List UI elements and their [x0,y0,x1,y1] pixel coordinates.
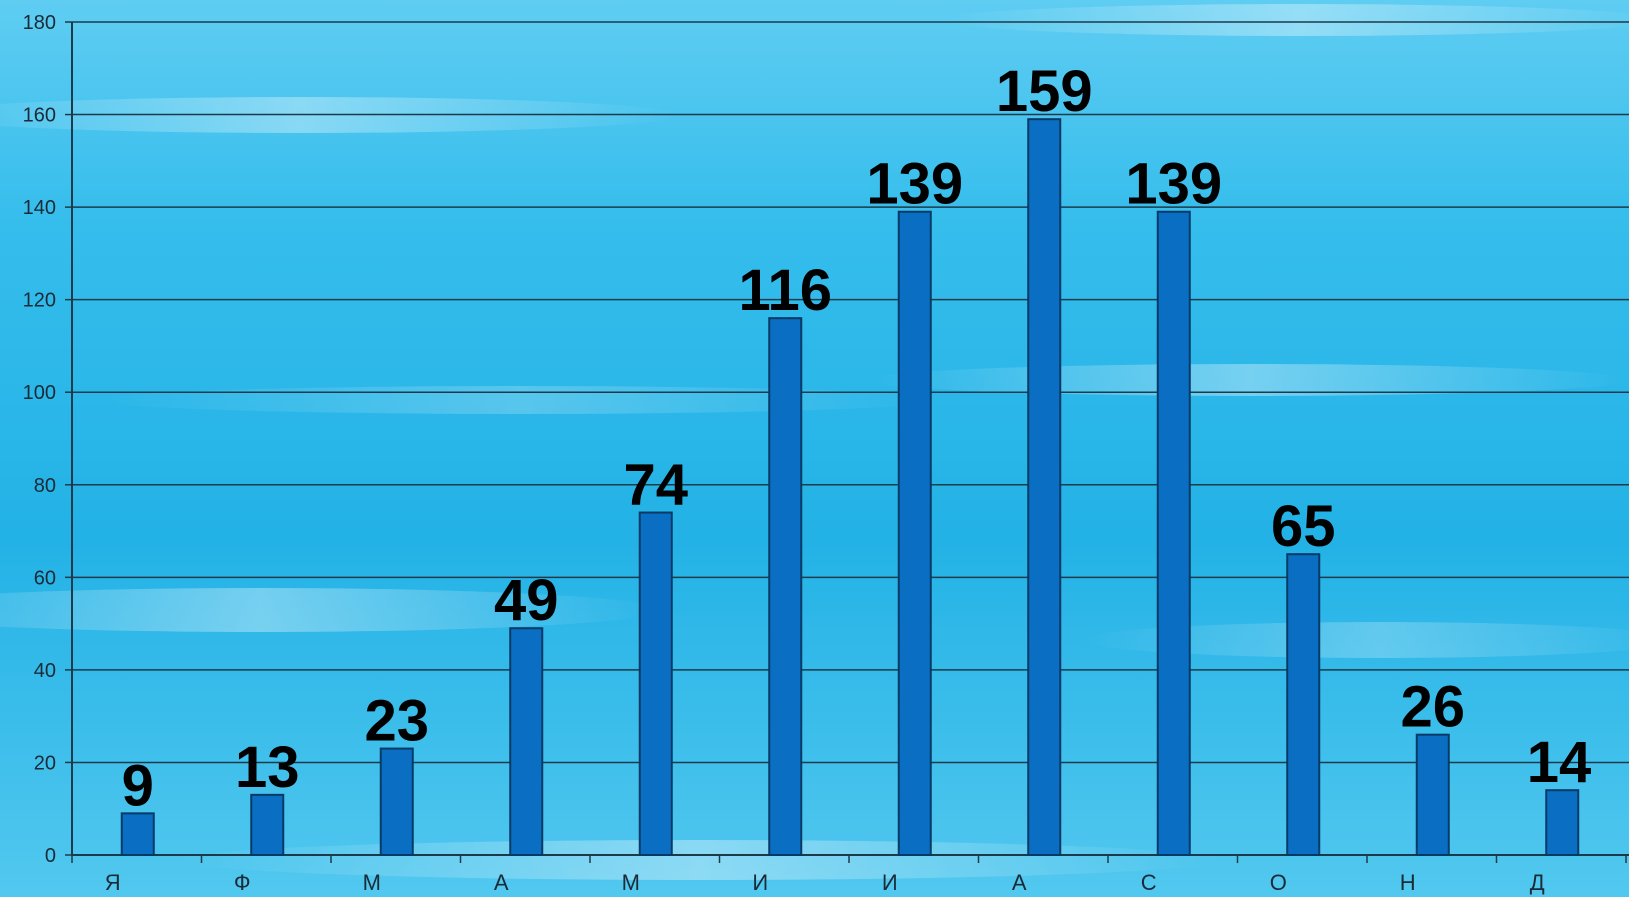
data-label: 74 [623,453,688,518]
background-streaks [0,4,1629,880]
y-tick-label: 100 [23,382,56,404]
y-tick-label: 180 [23,12,56,34]
bar [768,317,803,856]
x-category-label: Д [1530,870,1545,895]
y-tick-label: 40 [34,660,56,682]
y-tick-label: 60 [34,567,56,589]
data-label: 14 [1527,730,1592,795]
x-category-label: И [752,870,768,895]
data-label: 23 [364,689,429,754]
data-label: 159 [996,59,1093,124]
y-tick-label: 140 [23,197,56,219]
x-category-label: Я [105,870,121,895]
bar [897,210,932,856]
data-label: 65 [1271,494,1336,559]
x-category-label: Н [1400,870,1416,895]
data-label: 26 [1400,675,1465,740]
bar [1286,553,1321,856]
x-category-label: А [494,870,509,895]
bar [1545,789,1580,857]
data-label: 9 [122,753,154,818]
bar [250,793,285,856]
data-label: 13 [235,735,300,800]
bar [638,511,673,856]
data-label: 139 [1125,152,1222,217]
y-tick-label: 20 [34,752,56,774]
bar [1156,210,1191,856]
data-label: 116 [738,258,832,323]
bar [1415,733,1450,857]
data-label: 139 [866,152,963,217]
x-category-label: М [622,870,640,895]
y-tick-label: 0 [45,845,56,867]
x-category-label: И [882,870,898,895]
bars [120,118,1580,857]
data-label: 49 [494,568,559,633]
y-tick-label: 80 [34,475,56,497]
bar [509,627,544,856]
axes: 0 20 40 60 80 100 120 140 160 180 Я Ф М А М И И А С О Н Д [23,12,1629,895]
x-category-label: Ф [234,870,251,895]
x-category-label: О [1270,870,1287,895]
bar [379,747,414,856]
bar [120,812,155,856]
bar [1027,118,1062,856]
y-tick-label: 120 [23,290,56,312]
x-category-label: А [1012,870,1027,895]
y-tick-label: 160 [23,105,56,127]
x-category-label: М [363,870,381,895]
grid-lines [72,21,1629,856]
data-labels: 9 13 23 49 74 116 139 159 139 65 26 14 [122,59,1592,818]
x-category-label: С [1141,870,1157,895]
